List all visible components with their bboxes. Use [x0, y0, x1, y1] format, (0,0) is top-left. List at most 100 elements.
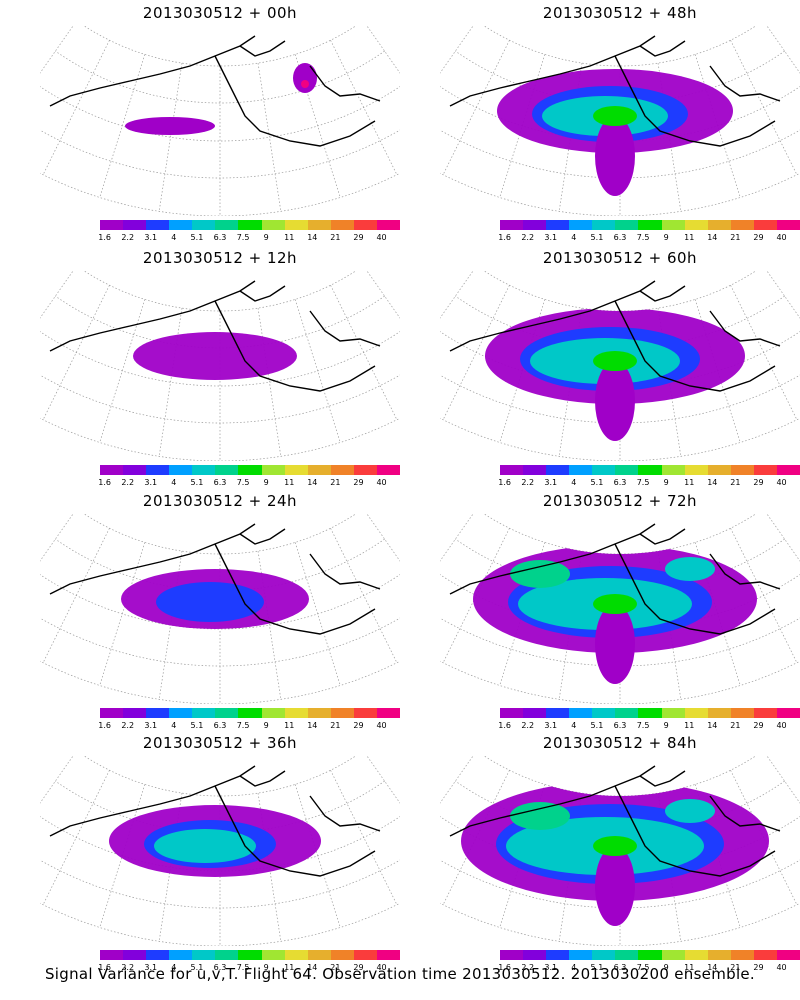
colorbar-tick-label: 9 [663, 233, 669, 242]
colorbar-swatch [146, 950, 170, 960]
colorbar-swatch [123, 708, 147, 718]
colorbar-tick-label: 2.2 [521, 721, 535, 730]
colorbar-swatch [284, 220, 308, 230]
colorbar-tick-label: 6.3 [213, 233, 227, 242]
colorbar-swatch [192, 950, 216, 960]
colorbar-tick-label: 9 [663, 721, 669, 730]
map-panel: 2013030512 + 72h 1.6 2.2 3.1 4 5.1 6.3 7.5 9 11 14… [440, 488, 800, 731]
colorbar-tick-label: 5.1 [190, 478, 204, 487]
colorbar-tick-label: 14 [307, 233, 318, 242]
colorbar-swatch [776, 220, 800, 230]
colorbar-tick-label: 5.1 [590, 478, 604, 487]
coastline [49, 523, 381, 635]
colorbar-tick-label: 40 [776, 721, 787, 730]
colorbar-tick-label: 40 [776, 233, 787, 242]
colorbar-swatch [753, 708, 777, 718]
panel-title: 2013030512 + 24h [142, 492, 298, 510]
colorbar-swatch [307, 708, 331, 718]
variance-map [440, 26, 800, 216]
colorbar-swatch [569, 950, 593, 960]
colorbar-swatch [615, 708, 639, 718]
colorbar-tick-label: 11 [684, 478, 695, 487]
colorbar-tick-label: 9 [263, 721, 269, 730]
panel-title: 2013030512 + 48h [542, 4, 698, 22]
colorbar-tick-label: 3.1 [144, 233, 158, 242]
colorbar-tick-label: 14 [707, 721, 718, 730]
colorbar-tick-label: 11 [284, 721, 295, 730]
colorbar-swatch [238, 220, 262, 230]
colorbar-swatch [730, 465, 754, 475]
colorbar-swatch [523, 950, 547, 960]
colorbar-tick-label: 11 [684, 233, 695, 242]
colorbar-swatch [500, 220, 524, 230]
variance-map [40, 756, 400, 946]
colorbar-tick-label: 9 [663, 963, 669, 972]
colorbar-swatch [192, 465, 216, 475]
colorbar-tick-label: 11 [284, 233, 295, 242]
colorbar-swatch [684, 708, 708, 718]
map-panel: 2013030512 + 48h 1.6 2.2 3.1 4 5.1 6.3 7.5 9 11 14… [440, 0, 800, 243]
colorbar-tick-label: 7.5 [236, 478, 250, 487]
colorbar-swatch [523, 465, 547, 475]
colorbar-swatch [215, 465, 239, 475]
colorbar-swatch [169, 465, 193, 475]
panel-title: 2013030512 + 84h [542, 734, 698, 752]
colorbar-tick-label: 7.5 [236, 721, 250, 730]
colorbar-swatch [730, 708, 754, 718]
colorbar-tick-label: 40 [776, 478, 787, 487]
colorbar-swatch [215, 708, 239, 718]
colorbar-swatch [546, 708, 570, 718]
colorbar-tick-label: 6.3 [213, 478, 227, 487]
colorbar-tick-label: 4 [571, 721, 577, 730]
colorbar-tick-label: 7.5 [636, 963, 650, 972]
colorbar-swatch [376, 465, 401, 475]
colorbar [100, 708, 401, 718]
colorbar-swatch [169, 708, 193, 718]
colorbar-tick-label: 6.3 [613, 233, 627, 242]
coastline [449, 280, 781, 392]
coastline [449, 523, 781, 635]
colorbar [500, 708, 800, 718]
coastline [49, 280, 381, 392]
colorbar-swatch [546, 220, 570, 230]
colorbar-swatch [638, 220, 662, 230]
variance-field [125, 63, 317, 135]
colorbar-tick-label: 7.5 [636, 233, 650, 242]
colorbar-swatch [500, 465, 524, 475]
colorbar-tick-label: 4 [171, 233, 177, 242]
colorbar-tick-label: 29 [753, 963, 764, 972]
colorbar-tick-label: 14 [307, 478, 318, 487]
colorbar-ticks: 1.6 2.2 3.1 4 5.1 6.3 7.5 9 11 14 21 29 40 [498, 721, 800, 731]
colorbar-swatch [592, 708, 616, 718]
colorbar-swatch [376, 708, 401, 718]
colorbar-swatch [523, 220, 547, 230]
colorbar-tick-label: 5.1 [190, 233, 204, 242]
colorbar-swatch [776, 465, 800, 475]
colorbar-swatch [238, 950, 262, 960]
variance-map [440, 514, 800, 704]
colorbar-swatch [546, 950, 570, 960]
colorbar-tick-label: 6.3 [213, 721, 227, 730]
colorbar-tick-label: 1.6 [498, 721, 511, 730]
colorbar [100, 950, 401, 960]
coastline [449, 35, 781, 147]
colorbar-swatch [100, 950, 124, 960]
colorbar-tick-label: 3.1 [544, 721, 558, 730]
map-panel: 2013030512 + 12h 1.6 2.2 3.1 4 5.1 6.3 7.5 9 11 14… [40, 245, 401, 487]
colorbar-tick-label: 3.1 [144, 721, 158, 730]
colorbar-swatch [123, 950, 147, 960]
colorbar-swatch [684, 950, 708, 960]
colorbar-swatch [707, 465, 731, 475]
colorbar-tick-label: 4 [571, 963, 577, 972]
colorbar [500, 950, 800, 960]
variance-field [497, 69, 733, 196]
colorbar-swatch [353, 220, 377, 230]
colorbar-swatch [169, 950, 193, 960]
colorbar-tick-label: 6.3 [613, 478, 627, 487]
colorbar-tick-label: 2.2 [121, 963, 135, 972]
colorbar-ticks: 1.6 2.2 3.1 4 5.1 6.3 7.5 9 11 14 21 29 40 [498, 233, 800, 243]
colorbar-tick-label: 5.1 [190, 721, 204, 730]
colorbar-swatch [123, 220, 147, 230]
colorbar-tick-label: 11 [284, 478, 295, 487]
colorbar-swatch [500, 708, 524, 718]
